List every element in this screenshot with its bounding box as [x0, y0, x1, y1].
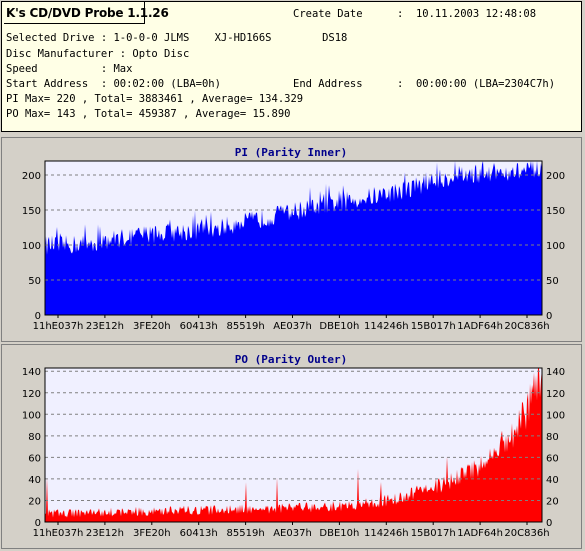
y-tick-label-left: 50 — [28, 276, 41, 287]
x-tick-label: 3FE20h — [133, 528, 171, 539]
x-tick-label: 114246h — [364, 528, 409, 539]
y-tick-label-left: 120 — [22, 389, 41, 400]
y-tick-label-left: 0 — [35, 518, 41, 529]
y-tick-label-right: 150 — [546, 206, 565, 217]
pi-summary: PI Max= 220 , Total= 3883461 , Average= … — [6, 93, 304, 105]
y-tick-label-left: 0 — [35, 311, 41, 322]
x-tick-label: 60413h — [180, 528, 218, 539]
x-tick-label: 60413h — [180, 321, 218, 332]
y-tick-label-right: 80 — [546, 432, 559, 443]
start-address: Start Address : 00:02:00 (LBA=0h) — [6, 78, 221, 90]
x-tick-label: 114246h — [364, 321, 409, 332]
x-tick-label: 23E12h — [86, 321, 124, 332]
y-tick-label-left: 100 — [22, 241, 41, 252]
y-tick-label-left: 80 — [28, 432, 41, 443]
x-tick-label: AE037h — [273, 321, 312, 332]
po-chart: PO (Parity Outer) 0 0 20 20 40 40 60 60 80 80 100 10… — [22, 353, 565, 539]
x-tick-label: 3FE20h — [133, 321, 171, 332]
plot-frame — [44, 160, 543, 316]
x-tick-label: 1ADF64h — [457, 528, 503, 539]
y-tick-label-right: 120 — [546, 389, 565, 400]
create-date-value: : 10.11.2003 12:48:08 — [397, 8, 537, 20]
y-tick-label-left: 40 — [28, 475, 41, 486]
y-tick-label-right: 50 — [546, 276, 559, 287]
speed: Speed : Max — [6, 63, 133, 75]
y-tick-label-right: 100 — [546, 410, 565, 421]
x-tick-label: AE037h — [273, 528, 312, 539]
po-chart-panel: PO (Parity Outer) 0 0 20 20 40 40 60 60 80 80 100 10… — [1, 344, 582, 549]
x-tick-label: 15B017h — [411, 528, 456, 539]
y-tick-label-left: 100 — [22, 410, 41, 421]
selected-drive: Selected Drive : 1-0-0-0 JLMS XJ-HD166S … — [6, 32, 348, 44]
x-tick-label: 20C836h — [504, 528, 549, 539]
y-tick-label-left: 200 — [22, 171, 41, 182]
series-area — [45, 368, 542, 522]
disc-manufacturer: Disc Manufacturer : Opto Disc — [6, 48, 190, 60]
create-date-label: Create Date — [293, 8, 363, 20]
end-address-label: End Address — [293, 78, 363, 90]
app-title: K's CD/DVD Probe 1.1.26 — [6, 6, 169, 20]
x-tick-label: 23E12h — [86, 528, 124, 539]
series-area — [45, 161, 542, 315]
x-tick-label: 20C836h — [504, 321, 549, 332]
y-tick-label-right: 140 — [546, 367, 565, 378]
chart-title: PO (Parity Outer) — [235, 353, 348, 366]
y-tick-label-left: 20 — [28, 496, 41, 507]
y-tick-label-left: 140 — [22, 367, 41, 378]
title-divider — [144, 2, 145, 24]
info-panel: K's CD/DVD Probe 1.1.26 Create Date : 10… — [1, 1, 582, 132]
x-tick-label: DBE10h — [319, 321, 359, 332]
title-underline — [4, 23, 144, 24]
pi-chart: PI (Parity Inner) 0 0 50 50 100 100 150 150 200 20… — [22, 146, 565, 332]
x-tick-label: DBE10h — [319, 528, 359, 539]
x-tick-label: 11hE037h — [33, 528, 84, 539]
x-tick-label: 11hE037h — [33, 321, 84, 332]
x-tick-label: 1ADF64h — [457, 321, 503, 332]
y-tick-label-left: 150 — [22, 206, 41, 217]
x-tick-label: 85519h — [227, 528, 265, 539]
y-tick-label-right: 20 — [546, 496, 559, 507]
x-tick-label: 85519h — [227, 321, 265, 332]
po-summary: PO Max= 143 , Total= 459387 , Average= 1… — [6, 108, 291, 120]
y-tick-label-right: 100 — [546, 241, 565, 252]
x-tick-label: 15B017h — [411, 321, 456, 332]
y-tick-label-left: 60 — [28, 453, 41, 464]
end-address-value: : 00:00:00 (LBA=2304C7h) — [397, 78, 556, 90]
y-tick-label-right: 40 — [546, 475, 559, 486]
pi-chart-panel: PI (Parity Inner) 0 0 50 50 100 100 150 150 200 20… — [1, 137, 582, 342]
y-tick-label-right: 0 — [546, 311, 552, 322]
chart-title: PI (Parity Inner) — [235, 146, 348, 159]
y-tick-label-right: 0 — [546, 518, 552, 529]
y-tick-label-right: 60 — [546, 453, 559, 464]
y-tick-label-right: 200 — [546, 171, 565, 182]
plot-frame — [44, 367, 543, 523]
